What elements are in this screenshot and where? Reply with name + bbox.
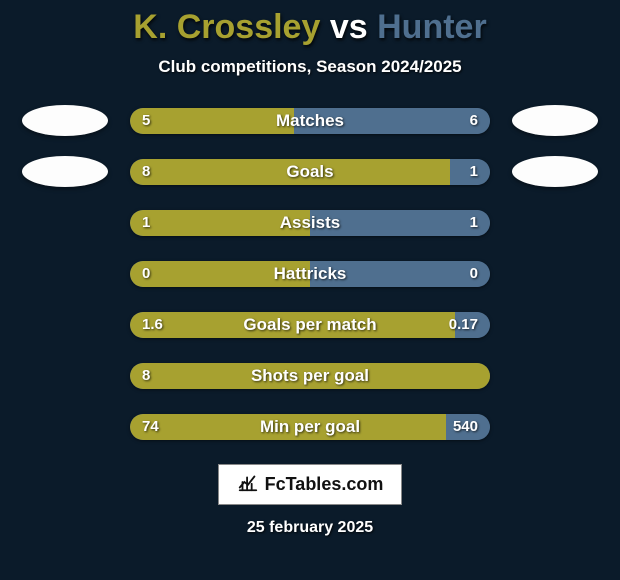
badge-spacer <box>22 258 108 289</box>
brand-badge: FcTables.com <box>218 464 403 505</box>
stat-bar: 81Goals <box>130 159 490 185</box>
brand-text: FcTables.com <box>265 474 384 495</box>
badge-spacer <box>512 207 598 238</box>
badge-spacer <box>22 309 108 340</box>
stat-bar-right <box>294 108 490 134</box>
badge-spacer <box>22 360 108 391</box>
stat-row: 81Goals <box>0 156 620 187</box>
stat-bar-left <box>130 210 310 236</box>
stat-bar-right <box>450 159 490 185</box>
stat-bar: 00Hattricks <box>130 261 490 287</box>
badge-spacer <box>512 309 598 340</box>
player2-name: Hunter <box>377 8 487 46</box>
stat-bar-left <box>130 363 490 389</box>
team-badge-right <box>512 105 598 136</box>
badge-spacer <box>22 207 108 238</box>
team-badge-right <box>512 156 598 187</box>
stat-bar: 56Matches <box>130 108 490 134</box>
badge-spacer <box>22 411 108 442</box>
badge-spacer <box>512 360 598 391</box>
comparison-infographic: K. Crossley vs Hunter Club competitions,… <box>0 0 620 580</box>
stat-bar: 8Shots per goal <box>130 363 490 389</box>
stat-bar: 74540Min per goal <box>130 414 490 440</box>
vs-text: vs <box>330 8 368 46</box>
team-badge-left <box>22 156 108 187</box>
stat-bar-right <box>446 414 490 440</box>
stat-bar-left <box>130 414 446 440</box>
stat-bar-right <box>455 312 490 338</box>
stat-bar: 1.60.17Goals per match <box>130 312 490 338</box>
stat-bar: 11Assists <box>130 210 490 236</box>
stat-bar-right <box>310 210 490 236</box>
badge-spacer <box>512 411 598 442</box>
page-title: K. Crossley vs Hunter <box>133 8 486 47</box>
stat-row: 56Matches <box>0 105 620 136</box>
date-text: 25 february 2025 <box>247 519 373 537</box>
stat-bar-left <box>130 108 294 134</box>
chart-icon <box>237 471 259 498</box>
stat-row: 11Assists <box>0 207 620 238</box>
stat-bar-right <box>310 261 490 287</box>
player1-name: K. Crossley <box>133 8 320 46</box>
stats-container: 56Matches 81Goals 11Assists 00Hattricks 1.60… <box>0 105 620 442</box>
stat-row: 1.60.17Goals per match <box>0 309 620 340</box>
stat-bar-left <box>130 159 450 185</box>
stat-row: 8Shots per goal <box>0 360 620 391</box>
stat-row: 00Hattricks <box>0 258 620 289</box>
subtitle: Club competitions, Season 2024/2025 <box>158 57 461 77</box>
badge-spacer <box>512 258 598 289</box>
stat-row: 74540Min per goal <box>0 411 620 442</box>
stat-bar-left <box>130 312 455 338</box>
team-badge-left <box>22 105 108 136</box>
stat-bar-left <box>130 261 310 287</box>
